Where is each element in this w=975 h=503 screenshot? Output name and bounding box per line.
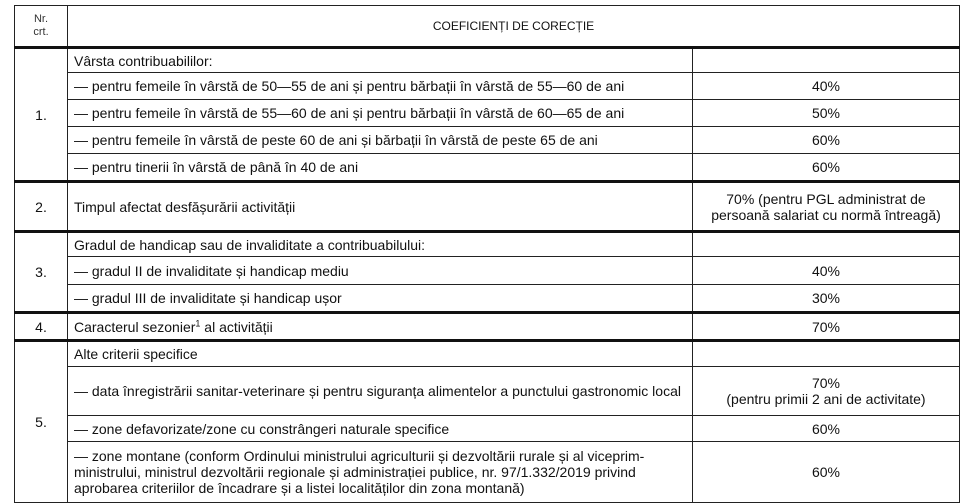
criterion-text: — zone defavorizate/zone cu constrângeri…: [74, 420, 450, 437]
table-row: — pentru femeile în vârstă de 50—55 de a…: [15, 72, 960, 100]
coefficient-value: 60%: [811, 464, 841, 480]
table-row: — pentru tinerii în vârstă de până în 40…: [15, 153, 960, 182]
criterion-cell: Alte criterii specifice: [67, 339, 693, 367]
criterion-cell: — gradul III de invaliditate și handicap…: [67, 284, 693, 313]
criterion-cell: — zone montane (conform Ordinului minist…: [67, 441, 693, 503]
criterion-cell: Caracterul sezonier1 al activității: [67, 311, 693, 341]
coefficient-cell: 60%: [692, 126, 960, 154]
nr-header-line2: crt.: [33, 26, 49, 38]
coefficient-cell: [692, 230, 960, 257]
criterion-text: Timpul afectat desfășurării activității: [74, 198, 296, 215]
coefficient-cell: [692, 46, 960, 73]
nr-header-line1: Nr.: [33, 13, 49, 25]
criterion-text: Vârsta contribuabililor:: [74, 52, 213, 69]
criterion-text: — gradul II de invaliditate și handicap …: [74, 262, 349, 279]
criterion-text: — gradul III de invaliditate și handicap…: [74, 290, 342, 306]
criterion-text: — pentru femeile în vârstă de 55—60 de a…: [74, 105, 625, 121]
coefficient-cell: 70%: [692, 311, 960, 341]
coefficient-value: 70%: [811, 375, 841, 391]
correction-coefficients-table: Nr. crt. COEFICIENȚI DE CORECȚIE 1. Vârst…: [14, 5, 960, 503]
coefficient-cell: 70% (pentru primii 2 ani de activitate): [692, 366, 960, 416]
table-row: 4. Caracterul sezonier1 al activității 70%: [14, 311, 960, 341]
table-title: COEFICIENȚI DE CORECȚIE: [67, 5, 960, 48]
criterion-cell: Vârsta contribuabililor:: [67, 46, 693, 73]
criterion-cell: — gradul II de invaliditate și handicap …: [67, 256, 693, 285]
table-row: 1. Vârsta contribuabililor:: [14, 46, 960, 182]
criterion-text: — data înregistrării sanitar-veterinare …: [74, 383, 681, 399]
table-row: — gradul III de invaliditate și handicap…: [15, 284, 960, 313]
coefficient-cell: 60%: [692, 415, 960, 442]
criterion-text: Alte criterii specifice: [74, 346, 198, 362]
row-number: 2.: [14, 180, 68, 232]
criterion-cell: — pentru tinerii în vârstă de până în 40…: [67, 153, 693, 182]
coefficient-cell: 40%: [692, 256, 960, 285]
coefficient-value: 60%: [811, 159, 841, 175]
criterion-cell: Gradul de handicap sau de invaliditate a…: [67, 230, 693, 257]
coefficient-cell: 50%: [692, 99, 960, 127]
criterion-text: — zone montane (conform Ordinului minist…: [74, 448, 645, 496]
criterion-cell: Timpul afectat desfășurării activității: [67, 180, 693, 232]
nr-crt-header: Nr. crt.: [14, 5, 68, 48]
row-number: 4.: [14, 311, 68, 341]
criterion-cell: — pentru femeile în vârstă de 55—60 de a…: [67, 99, 693, 127]
table-row: 5. Alte criterii specifice: [14, 339, 960, 503]
criterion-cell: — data înregistrării sanitar-veterinare …: [67, 366, 693, 416]
coefficient-value: 70% (pentru PGL administrat de persoană …: [711, 190, 941, 223]
row-number: 3.: [14, 230, 68, 313]
table-row: — zone defavorizate/zone cu constrângeri…: [15, 415, 960, 442]
table-row: — zone montane (conform Ordinului minist…: [15, 441, 960, 503]
coefficient-value: 60%: [811, 132, 841, 148]
criterion-text: Caracterul sezonier: [74, 318, 196, 335]
coefficient-value: 70%: [811, 318, 841, 335]
coefficient-cell: 40%: [692, 72, 960, 100]
coefficient-cell: 60%: [692, 441, 960, 503]
table-row: 3. Gradul de handicap sau de invaliditate…: [14, 230, 960, 313]
table-row: — pentru femeile în vârstă de 55—60 de a…: [15, 99, 960, 127]
coefficient-value: 40%: [811, 78, 841, 94]
coefficient-note: (pentru primii 2 ani de activitate): [726, 391, 926, 407]
table-row: — pentru femeile în vârstă de peste 60 d…: [15, 126, 960, 154]
coefficient-value: 50%: [811, 105, 841, 121]
table-header-row: Nr. crt. COEFICIENȚI DE CORECȚIE: [14, 5, 960, 48]
criterion-text: — pentru femeile în vârstă de peste 60 d…: [74, 132, 598, 148]
coefficient-cell: 60%: [692, 153, 960, 182]
criterion-cell: — pentru femeile în vârstă de 50—55 de a…: [67, 72, 693, 100]
criterion-cell: — pentru femeile în vârstă de peste 60 d…: [67, 126, 693, 154]
criterion-text: — pentru tinerii în vârstă de până în 40…: [74, 159, 359, 175]
coefficient-value: 40%: [811, 262, 841, 279]
table-row: — data înregistrării sanitar-veterinare …: [15, 366, 960, 416]
coefficient-cell: 70% (pentru PGL administrat de persoană …: [692, 180, 960, 232]
row-number: 1.: [14, 46, 68, 182]
coefficient-cell: [692, 339, 960, 367]
criterion-text: — pentru femeile în vârstă de 50—55 de a…: [74, 78, 625, 94]
coefficient-cell: 30%: [692, 284, 960, 313]
row-number: 5.: [14, 339, 68, 503]
criterion-text-tail: al activității: [200, 318, 273, 335]
footnote-marker: 1: [195, 317, 201, 328]
criterion-cell: — zone defavorizate/zone cu constrângeri…: [67, 415, 693, 442]
table-row: — gradul II de invaliditate și handicap …: [15, 256, 960, 285]
coefficient-value: 30%: [811, 290, 841, 306]
table-row: 2. Timpul afectat desfășurării activități…: [14, 180, 960, 232]
criterion-text: Gradul de handicap sau de invaliditate a…: [74, 236, 426, 253]
coefficient-value: 60%: [811, 420, 841, 437]
